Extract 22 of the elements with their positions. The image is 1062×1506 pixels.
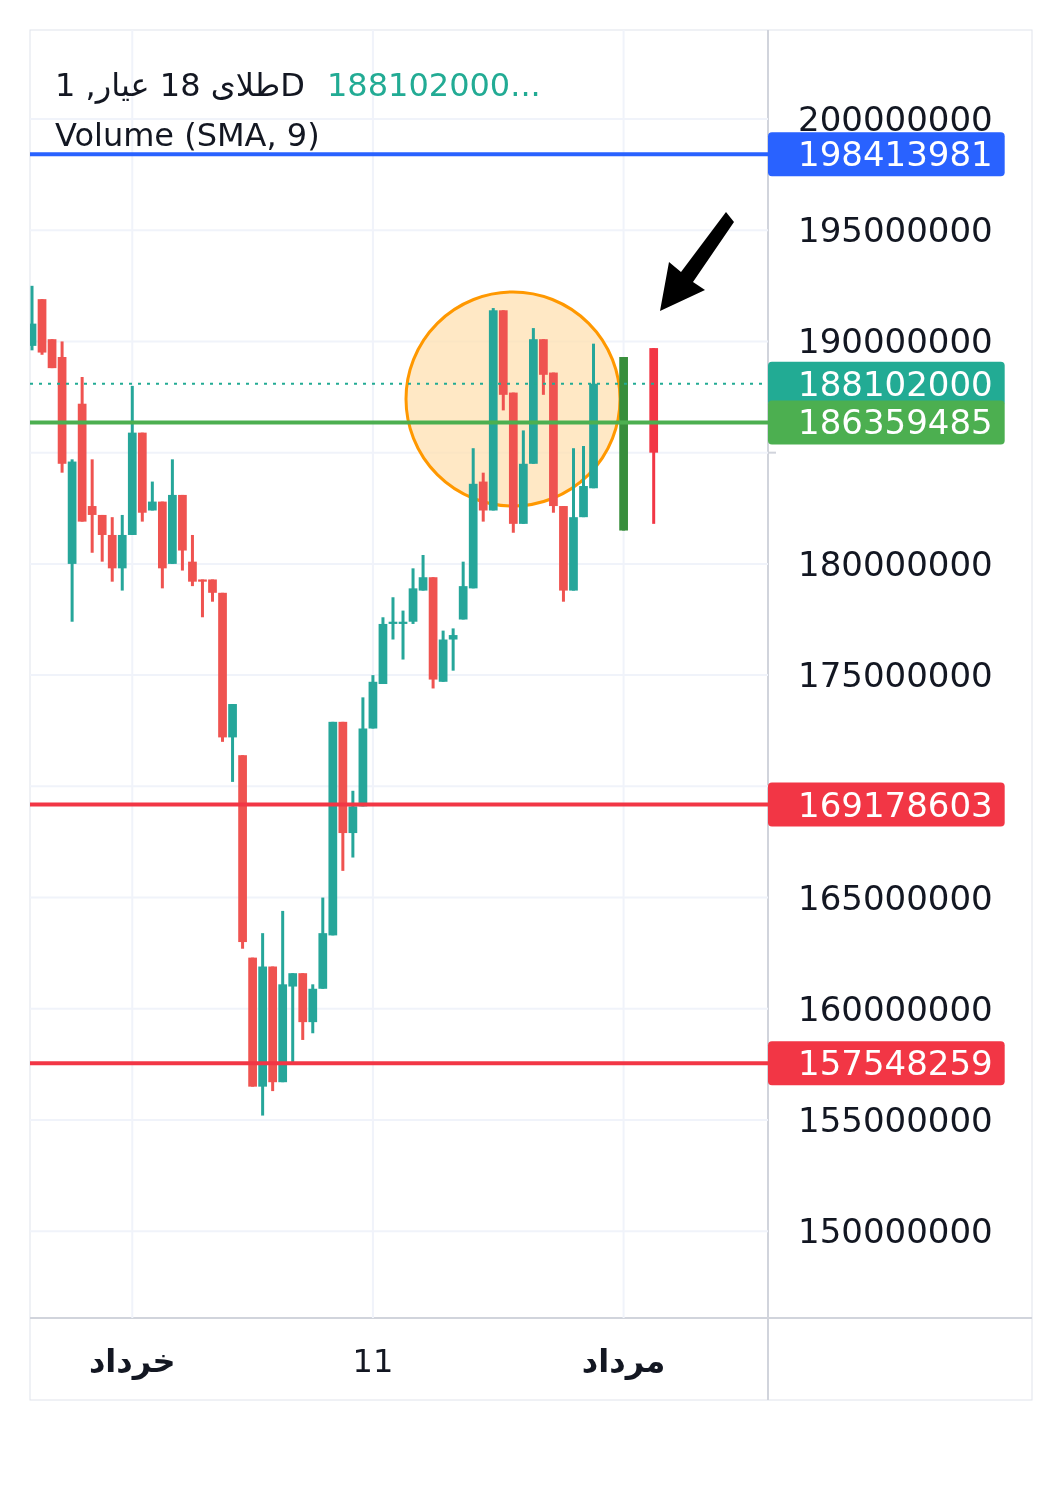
y-tick-label: 155000000 — [798, 1100, 993, 1141]
annotation: 188102000... — [326, 66, 541, 104]
y-tick-label: 175000000 — [798, 655, 993, 696]
candlestick — [97, 513, 107, 562]
candlestick — [147, 481, 157, 511]
y-tick-label: 165000000 — [798, 877, 993, 918]
x-tick-label: 11 — [352, 1342, 394, 1380]
ref-line-label: 186359485 — [798, 402, 993, 443]
ref-line-label: 188102000 — [798, 363, 993, 404]
y-tick-label: 190000000 — [798, 321, 993, 362]
y-tick-label: 195000000 — [798, 210, 993, 251]
y-tick-label: 150000000 — [798, 1211, 993, 1252]
ref-line-label: 157548259 — [798, 1043, 993, 1084]
annotation: Volume (SMA, 9) — [55, 116, 320, 154]
y-tick-label: 160000000 — [798, 988, 993, 1029]
text: طلای 18 عیار, 1D — [55, 66, 305, 104]
y-tick-label: 180000000 — [798, 543, 993, 584]
x-tick-label: مرداد — [581, 1342, 666, 1380]
candlestick — [418, 554, 428, 591]
candlestick — [448, 628, 458, 671]
ref-line-label: 169178603 — [798, 784, 993, 825]
x-tick-label: خرداد — [88, 1342, 176, 1380]
